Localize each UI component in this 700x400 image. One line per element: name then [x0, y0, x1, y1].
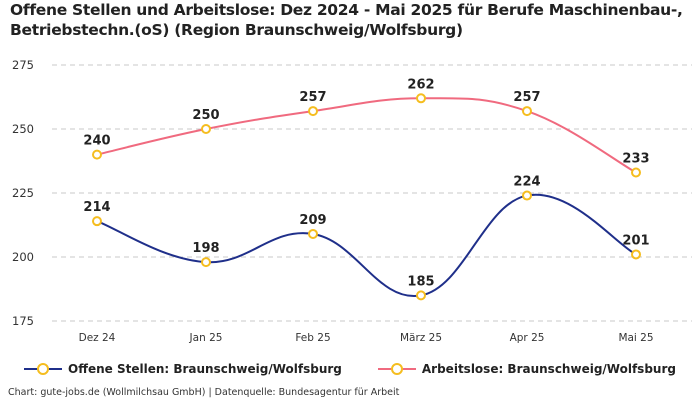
data-label: 198 [192, 241, 219, 256]
data-point [92, 149, 102, 160]
legend-label: Offene Stellen: Braunschweig/Wolfsburg [68, 362, 342, 376]
data-point [631, 167, 641, 178]
data-point [416, 93, 426, 104]
data-label: 257 [513, 90, 540, 105]
y-tick-label: 275 [12, 58, 34, 72]
data-point [201, 124, 211, 134]
data-point [308, 228, 318, 239]
data-label: 250 [192, 108, 219, 123]
y-tick-label: 225 [12, 186, 34, 200]
data-label: 185 [407, 274, 434, 289]
x-tick-label: Jan 25 [189, 332, 223, 344]
y-tick-label: 250 [12, 122, 34, 136]
x-tick-label: März 25 [400, 332, 442, 344]
data-point [308, 106, 318, 117]
data-point [201, 257, 211, 268]
source-credit: Chart: gute-jobs.de (Wollmilchsau GmbH) … [8, 387, 400, 398]
data-point [522, 190, 532, 201]
legend: Offene Stellen: Braunschweig/Wolfsburg A… [0, 362, 700, 376]
data-point [416, 290, 426, 301]
data-label: 214 [83, 200, 110, 215]
data-label: 209 [299, 213, 326, 228]
data-label: 201 [622, 233, 649, 248]
legend-item-arbeitslose[interactable]: Arbeitslose: Braunschweig/Wolfsburg [377, 362, 676, 376]
y-tick-label: 175 [12, 314, 34, 328]
x-tick-label: Feb 25 [295, 332, 330, 344]
y-tick-label: 200 [12, 250, 34, 264]
data-label: 262 [407, 77, 434, 92]
legend-swatch-arbeitslose [377, 363, 416, 375]
x-tick-label: Mai 25 [618, 332, 653, 344]
data-label: 240 [83, 134, 110, 149]
data-point [522, 106, 532, 117]
data-label: 233 [622, 152, 649, 167]
series-line-offene-stellen [96, 193, 637, 297]
x-tick-label: Apr 25 [510, 332, 545, 344]
data-point [631, 249, 641, 260]
data-point [92, 216, 102, 227]
chart-title: Offene Stellen und Arbeitslose: Dez 2024… [10, 1, 683, 39]
data-label: 224 [513, 175, 540, 190]
x-tick-label: Dez 24 [79, 332, 116, 344]
legend-label: Arbeitslose: Braunschweig/Wolfsburg [421, 362, 676, 376]
legend-item-offene-stellen[interactable]: Offene Stellen: Braunschweig/Wolfsburg [24, 362, 342, 376]
legend-swatch-offene-stellen [24, 363, 63, 375]
data-label: 257 [299, 90, 326, 105]
series-line-arbeitslose [96, 97, 637, 174]
